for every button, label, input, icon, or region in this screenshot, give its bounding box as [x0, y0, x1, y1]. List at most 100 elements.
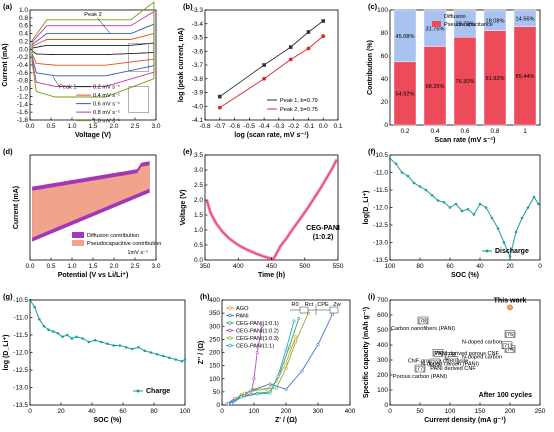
panel-f-point — [490, 216, 494, 220]
panel-a-ytick-label: 0.0 — [19, 46, 28, 53]
panel-i-ref-box — [432, 349, 444, 357]
panel-h-legend-marker-4 — [228, 336, 232, 340]
panel-a-inset-top — [128, 43, 149, 72]
panel-g-point — [112, 344, 115, 347]
panel-c-ytick-label: 40 — [381, 76, 389, 83]
panel-h-ytick-label: 0 — [216, 402, 220, 409]
panel-g-point — [81, 337, 84, 340]
panel-h-point — [284, 348, 288, 352]
panel-a-peak2-arrow — [97, 17, 110, 33]
panel-h-legend-label-0: AGO — [236, 306, 249, 312]
panel-f-ytick-label: -11.0 — [374, 170, 389, 177]
panel-h-point — [330, 312, 334, 316]
panel-h-ytick-label: 50 — [213, 389, 221, 396]
panel-f-point — [448, 206, 452, 209]
panel-c-bar-1 — [393, 9, 417, 63]
panel-b-ytick-label: -3.3 — [192, 7, 204, 14]
panel-c-legend-label: Diffusion — [444, 14, 466, 20]
panel-f-xtick-label: 40 — [476, 263, 484, 270]
panel-a-xtick-label: 3.0 — [151, 123, 160, 130]
panel-a-xtick-label: 2.5 — [130, 123, 139, 130]
panel-h-point — [276, 374, 280, 378]
panel-i-xlabel: Current density (mA g⁻¹) — [424, 417, 506, 424]
panel-a-ylabel: Current (mA) — [2, 43, 9, 86]
panel-h-point — [300, 369, 304, 373]
panel-f-point — [454, 202, 458, 206]
panel-i-ytick-label: 500 — [377, 327, 388, 334]
panel-b-point — [262, 76, 267, 81]
panel-h-point — [258, 387, 262, 391]
panel-e-ytick-label: 3.0 — [194, 167, 203, 174]
panel-a-ytick-label: -1.8 — [17, 117, 29, 124]
panel-h-point — [239, 395, 243, 399]
panel-b-ytick-label: -4.1 — [192, 117, 204, 124]
panel-a-ytick-label: -1.4 — [17, 101, 29, 108]
panel-i-frame — [389, 299, 541, 406]
panel-c-xtick-label: 0.6 — [460, 128, 469, 135]
panel-b-xtick-label: -0.4 — [259, 123, 271, 130]
panel-g-point — [61, 335, 64, 339]
panel-a-legend-label-4: 1.0 mV s⁻¹ — [93, 119, 120, 125]
panel-h-ytick-label: 300 — [209, 323, 220, 330]
panel-a-ytick-label: -1.6 — [17, 109, 29, 116]
panel-a-cv-series-2 — [31, 23, 155, 77]
panel-f-line — [389, 158, 539, 259]
panel-g-xtick-label: 100 — [180, 408, 191, 415]
panel-b-xtick-label: -0.8 — [199, 123, 211, 130]
panel-i-ref-label: [76] — [505, 332, 515, 338]
panel-h-circuit-label: CPE — [317, 302, 329, 308]
panel-c-bar-value-label: 45.08% — [396, 34, 415, 40]
panel-i-ref-label: [79] — [430, 361, 440, 367]
panel-c-legend-swatch — [432, 21, 441, 27]
panel-i-ref-label: [78] — [418, 319, 428, 325]
panel-i-ref-desc: N-doped carbon — [462, 355, 502, 361]
panel-d-xtick-label: 2.5 — [130, 263, 139, 270]
panel-f-point — [436, 199, 440, 202]
panel-e-ytick-label: 3.5 — [194, 152, 203, 159]
panel-a-ytick-label: -0.8 — [17, 78, 29, 85]
panel-d-ylabel: Current (mA) — [13, 186, 20, 229]
panel-a-cv-series-0 — [31, 42, 155, 56]
panel-g-xtick-label: 20 — [57, 408, 65, 415]
panel-b-xtick-label: -0.2 — [288, 123, 300, 130]
panel-f-point — [478, 202, 482, 206]
panel-b-point — [321, 19, 326, 23]
panel-a-peak2-label: Peak 2 — [84, 12, 101, 18]
panel-a-cv-series-1 — [31, 33, 155, 66]
panel-i-ref-desc: Porous carbon (PANI) — [393, 374, 447, 380]
panel-c-xtick-label: 1 — [523, 128, 527, 135]
panel-h-point — [255, 392, 259, 396]
panel-i-this-work-label: This work — [494, 298, 527, 305]
panel-e-xtick-label: 450 — [266, 263, 277, 270]
panel-d-panel-label: (d) — [3, 147, 13, 156]
panel-e-ytick-label: 1.0 — [194, 227, 203, 234]
panel-b-ytick-label: -3.5 — [192, 35, 204, 42]
panel-b-point — [217, 105, 222, 110]
panel-i-ref-box — [501, 341, 513, 349]
panel-b-point — [217, 94, 222, 99]
panel-g-ytick-label: -12.5 — [13, 367, 28, 374]
panel-g-point — [87, 340, 91, 344]
panel-g-ytick-label: -10.5 — [13, 297, 28, 304]
panel-h-point — [260, 324, 264, 328]
panel-e-ytick-label: 2.0 — [194, 197, 203, 204]
panel-a-xtick-label: 0.0 — [25, 123, 34, 130]
panel-b-ytick-label: -3.7 — [192, 62, 204, 69]
panel-h-point — [294, 335, 298, 339]
panel-b-legend-label-1: Peak 2, b=0.75 — [280, 107, 318, 113]
panel-f-point — [418, 185, 422, 188]
panel-h-point — [252, 377, 256, 381]
panel-f-point — [406, 174, 410, 178]
panel-g-point — [33, 305, 36, 309]
panel-b-ytick-label: -3.8 — [192, 76, 204, 83]
panel-c-legend-swatch — [432, 13, 441, 19]
panel-c-ytick-label: 20 — [381, 99, 389, 106]
panel-h-ytick-label: 100 — [209, 376, 220, 383]
panel-e-legend-label-line2: (1:0.2) — [313, 234, 334, 241]
panel-i-xtick-label: 200 — [505, 408, 516, 415]
panel-f-point — [472, 213, 476, 216]
panel-f-ytick-label: -13.0 — [373, 240, 388, 247]
panel-i-ref-label: [75] — [433, 351, 443, 357]
panel-h-point — [284, 387, 288, 391]
